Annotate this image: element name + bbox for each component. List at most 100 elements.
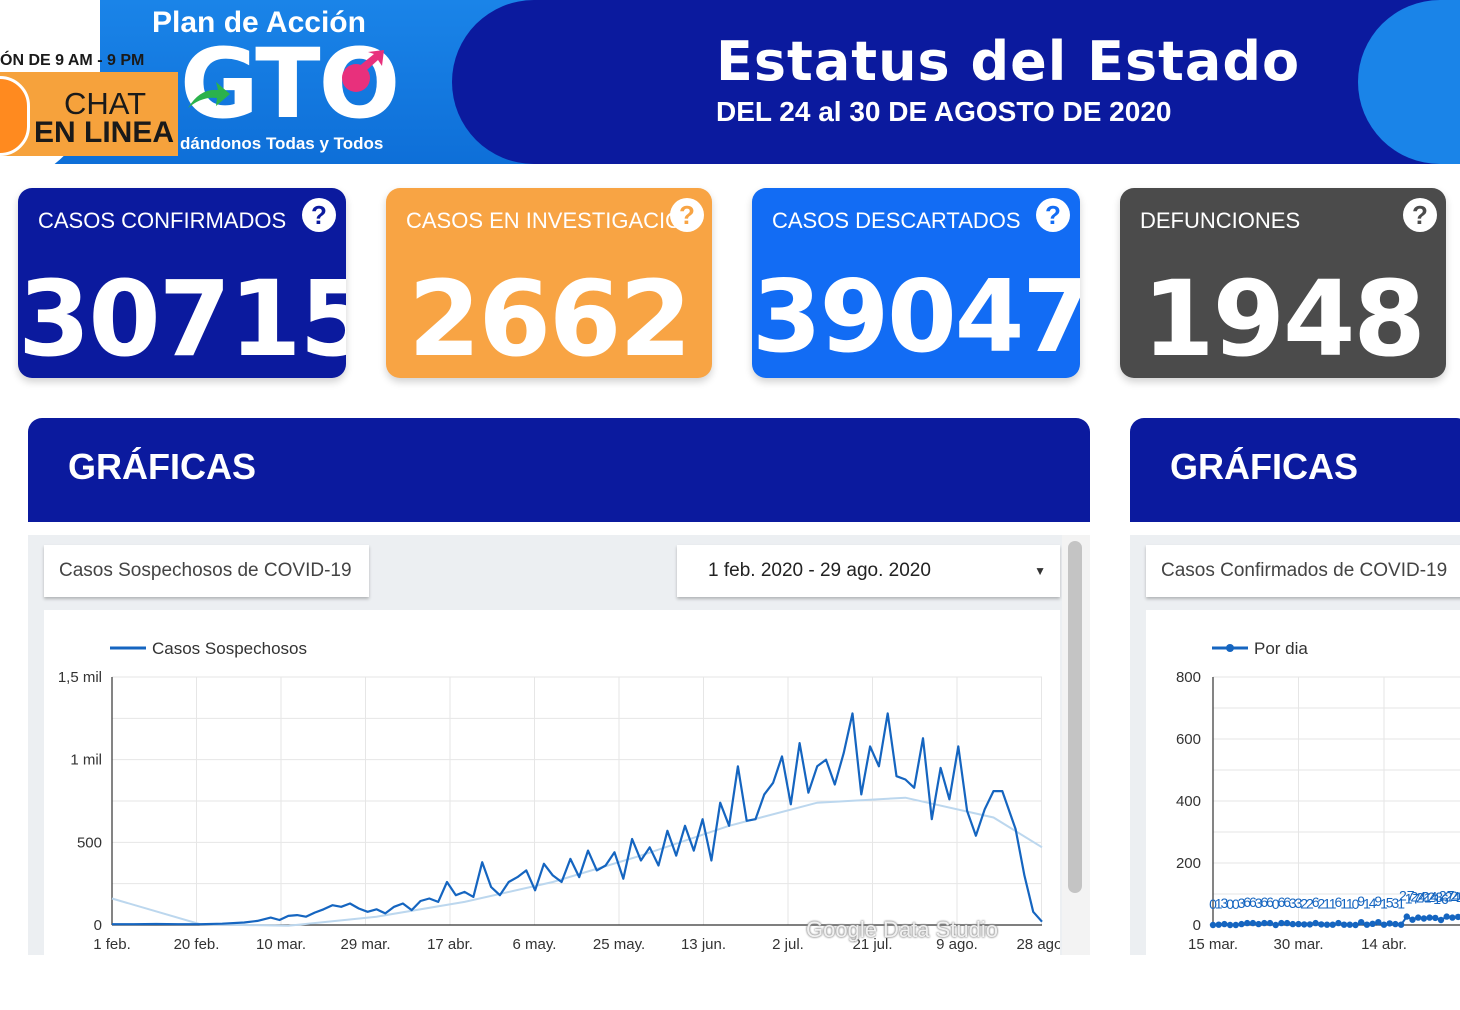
x-tick-label: 30 mar. [1273,936,1323,953]
y-tick-label: 0 [94,917,102,934]
data-point [1352,921,1359,929]
chart-title-chip: Casos Sospechosos de COVID-19 [44,545,369,597]
data-point [1403,913,1410,920]
y-tick-label: 1 mil [70,752,102,769]
y-tick-label: 0 [1193,917,1201,934]
x-tick-label: 10 mar. [256,936,306,953]
data-point [1415,914,1422,921]
data-label: 6 [1278,894,1286,910]
data-label: 3 [1221,895,1229,911]
data-point [1449,914,1456,921]
data-point [1380,921,1388,928]
data-point [1266,919,1274,927]
data-label: 1 [1363,896,1371,912]
data-label: 2 [1300,895,1308,911]
data-point [1375,919,1382,926]
chat-hours-text: ÓN DE 9 AM - 9 PM [0,52,145,69]
x-tick-label: 1 feb. [93,936,131,953]
data-label: 24 [1445,889,1460,905]
kpi-value: 1948 [1142,258,1425,378]
banner-title-panel [452,0,1460,164]
data-label: 21 [1416,890,1432,906]
data-label: 1 [1215,896,1223,912]
date-range-selector[interactable]: 1 feb. 2020 - 29 ago. 2020 ▼ [677,545,1060,597]
data-point [1392,920,1399,928]
help-icon[interactable]: ? [670,198,704,232]
data-label: 1 [1329,896,1337,912]
data-label: 6 [1312,894,1320,910]
section-title: GRÁFICAS [1170,446,1358,487]
data-point [1340,921,1348,928]
data-label: 6 [1249,894,1257,910]
data-label: 9 [1357,893,1365,909]
help-icon[interactable]: ? [1036,198,1070,232]
logo-tagline: dándonos Todas y Todos [180,134,384,153]
page-subtitle: DEL 24 al 30 DE AGOSTO DE 2020 [716,96,1172,127]
section-graficas-left: GRÁFICAS [28,418,1090,522]
help-icon[interactable]: ? [302,198,336,232]
line-chart-confirmed: 15 mar.30 mar.14 abr.290200400600800Por … [1176,639,1460,953]
y-tick-label: 400 [1176,793,1201,810]
data-label: 0 [1352,896,1360,912]
date-range-value[interactable]: 1 feb. 2020 - 29 ago. 2020 [708,560,931,581]
data-point [1369,920,1376,927]
x-tick-label: 9 ago. [936,936,978,953]
data-point [1323,921,1331,928]
x-tick-label: 17 abr. [427,936,473,953]
section-graficas-right: GRÁFICAS [1130,418,1460,522]
data-label: 0 [1272,896,1280,912]
data-point [1306,921,1314,928]
green-arrow-icon [188,82,230,108]
data-point [1301,921,1308,928]
data-point [1255,920,1262,928]
x-tick-label: 6 may. [513,936,557,953]
data-label: 0 [1232,896,1240,912]
data-point [1363,921,1371,928]
x-tick-label: 29 mar. [340,936,390,953]
series-line-suspected [112,712,1043,926]
y-tick-label: 500 [77,834,102,851]
kpi-label: CASOS EN INVESTIGACIÓN [406,208,696,233]
chat-label-line1[interactable]: CHAT [64,86,147,121]
data-label: 2 [1306,895,1314,911]
data-label: 9 [1374,893,1382,909]
data-label: 6 [1260,894,1268,910]
legend-label: Por dia [1254,639,1308,658]
data-label: 27 [1399,888,1415,904]
data-point [1426,914,1433,921]
help-icon[interactable]: ? [1403,198,1437,232]
y-tick-label: 200 [1176,855,1201,872]
chat-label-line2[interactable]: EN LINEA [34,116,175,149]
data-label: 24 [1410,889,1426,905]
data-point [1358,919,1365,926]
data-label: 24 [1422,889,1438,905]
data-point [1244,919,1251,927]
line-chart-suspected: 1 feb. 20 feb. 10 mar. 29 mar. 17 abr. 6 may.… [58,639,1062,953]
x-tick-label: 15 mar. [1188,936,1238,953]
page-title: Estatus del Estado [716,30,1301,93]
data-point [1261,919,1268,927]
data-label: 6 [1243,894,1251,910]
data-point [1278,919,1285,927]
logo-plan-text: Plan de Acción [152,6,366,39]
data-label: 1 [1323,896,1331,912]
page-bottom [0,955,1460,1010]
data-label: 1 [1397,896,1405,912]
data-point [1420,915,1428,922]
data-point [1238,920,1245,928]
data-label: 22 [1456,889,1460,905]
data-point [1289,920,1296,928]
data-label: 27 [1439,888,1455,904]
chevron-down-icon[interactable]: ▼ [1034,564,1046,578]
data-label: 26 [1450,888,1460,904]
scrollbar-thumb[interactable] [1068,541,1082,893]
x-tick-label: 2 jul. [772,936,804,953]
legend-marker [1226,644,1234,652]
kpi-card-confirmed: CASOS CONFIRMADOS ? 30715 [18,188,346,378]
data-point [1397,921,1405,928]
data-label: 23 [1428,889,1444,905]
data-label: 4 [1369,895,1377,911]
data-point [1443,913,1450,920]
data-label: 1 [1346,896,1354,912]
